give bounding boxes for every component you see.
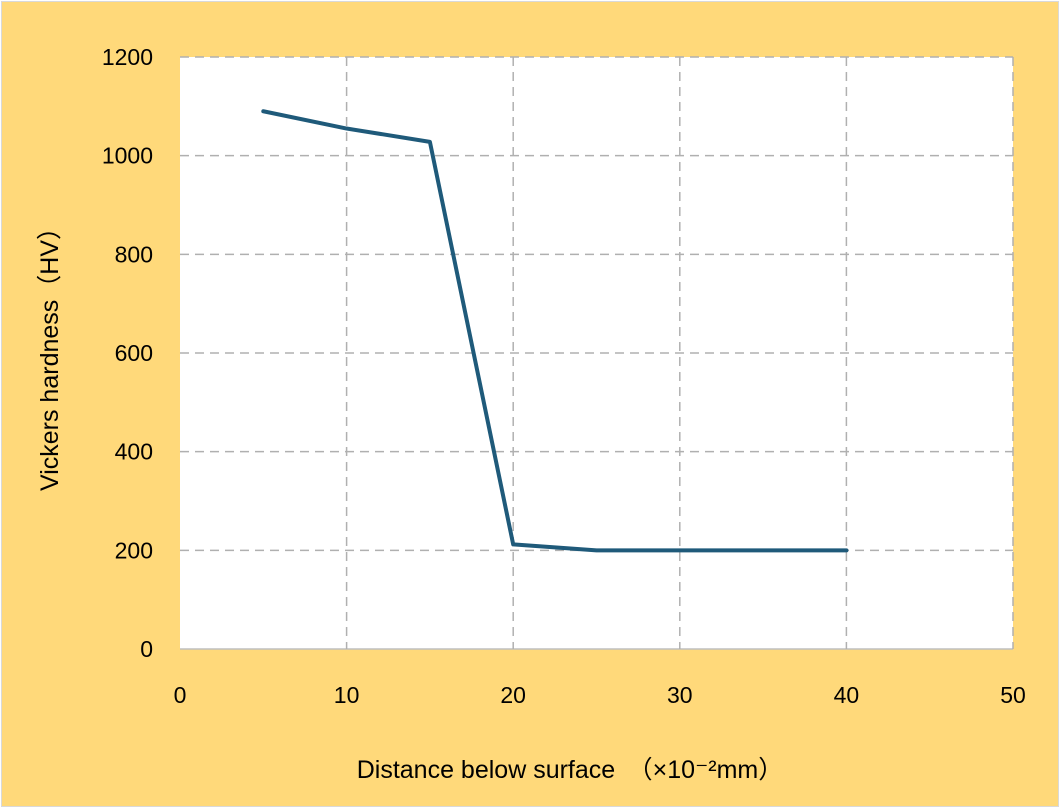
x-tick-label: 10 <box>334 682 360 708</box>
x-tick-label: 50 <box>1000 682 1026 708</box>
x-axis-title: Distance below surface （×10⁻²mm） <box>357 756 784 784</box>
y-tick-label: 800 <box>115 241 153 267</box>
tick-labels: 0 200 400 600 800 1000 1200 0 10 20 30 40 50 <box>102 44 1026 708</box>
series-layer <box>261 109 849 553</box>
y-tick-label: 200 <box>115 537 153 563</box>
y-tick-label: 0 <box>140 636 153 662</box>
grid-lines <box>180 56 1014 650</box>
y-tick-label: 400 <box>115 439 153 465</box>
y-tick-label: 1200 <box>102 44 153 70</box>
y-tick-label: 600 <box>115 340 153 366</box>
x-tick-label: 20 <box>500 682 526 708</box>
x-tick-label: 30 <box>667 682 693 708</box>
y-axis-title: Vickers hardness（HV） <box>36 215 64 491</box>
x-tick-label: 0 <box>174 682 187 708</box>
y-tick-label: 1000 <box>102 143 153 169</box>
x-tick-label: 40 <box>834 682 860 708</box>
series-line <box>261 109 849 553</box>
